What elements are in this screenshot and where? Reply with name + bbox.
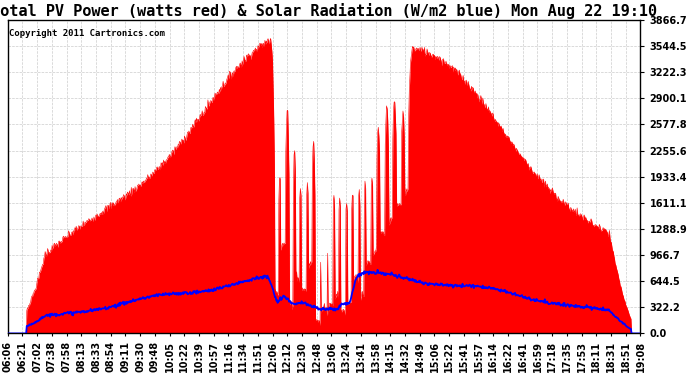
Text: Copyright 2011 Cartronics.com: Copyright 2011 Cartronics.com [9, 29, 165, 38]
Title: Total PV Power (watts red) & Solar Radiation (W/m2 blue) Mon Aug 22 19:10: Total PV Power (watts red) & Solar Radia… [0, 3, 657, 19]
